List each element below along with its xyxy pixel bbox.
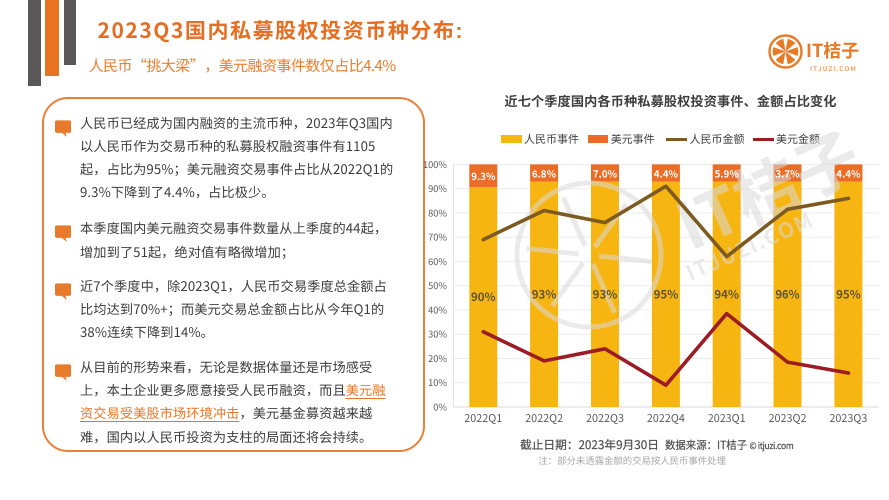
- svg-text:2023Q1: 2023Q1: [708, 410, 746, 426]
- svg-text:50%: 50%: [428, 278, 447, 292]
- svg-text:95%: 95%: [654, 287, 679, 303]
- svg-text:10%: 10%: [428, 375, 447, 389]
- svg-text:70%: 70%: [428, 230, 447, 244]
- svg-text:93%: 93%: [532, 287, 557, 303]
- svg-text:2023Q3: 2023Q3: [829, 410, 867, 426]
- svg-text:95%: 95%: [836, 287, 861, 303]
- svg-text:2022Q3: 2022Q3: [586, 410, 624, 426]
- svg-text:30%: 30%: [428, 327, 447, 341]
- svg-text:93%: 93%: [593, 287, 618, 303]
- svg-text:80%: 80%: [428, 205, 447, 219]
- svg-text:60%: 60%: [428, 254, 447, 268]
- svg-text:2022Q2: 2022Q2: [525, 410, 563, 426]
- svg-text:90%: 90%: [428, 181, 447, 195]
- svg-text:4.4%: 4.4%: [654, 166, 679, 180]
- svg-text:6.8%: 6.8%: [532, 166, 556, 180]
- svg-text:100%: 100%: [423, 157, 447, 171]
- svg-text:20%: 20%: [428, 351, 447, 365]
- svg-text:96%: 96%: [775, 287, 799, 303]
- svg-text:3.7%: 3.7%: [775, 166, 800, 180]
- svg-text:7.0%: 7.0%: [593, 166, 618, 180]
- svg-text:2023Q2: 2023Q2: [769, 410, 807, 426]
- svg-text:0%: 0%: [433, 399, 447, 413]
- svg-text:4.4%: 4.4%: [836, 166, 861, 180]
- svg-text:2022Q1: 2022Q1: [464, 410, 502, 426]
- svg-text:40%: 40%: [428, 302, 447, 316]
- svg-text:2022Q4: 2022Q4: [647, 410, 685, 426]
- svg-text:9.3%: 9.3%: [471, 169, 496, 183]
- svg-text:5.9%: 5.9%: [715, 166, 740, 180]
- svg-text:94%: 94%: [714, 287, 739, 303]
- svg-text:90%: 90%: [471, 289, 496, 305]
